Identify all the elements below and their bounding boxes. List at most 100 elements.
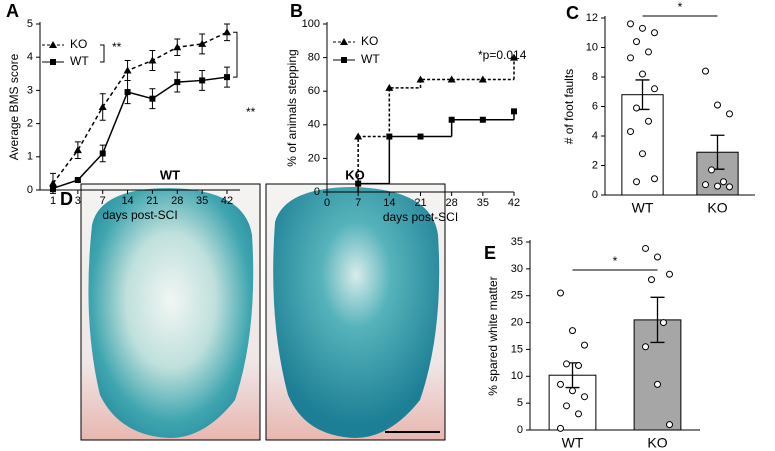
legend-label: WT	[70, 54, 89, 68]
marker	[148, 56, 157, 64]
legend-label: WT	[361, 52, 380, 66]
data-point	[702, 181, 709, 189]
y-axis-label: # of foot faults	[562, 69, 576, 144]
y-tick-label: 6	[592, 100, 598, 112]
y-tick-label: 10	[511, 370, 523, 382]
data-point	[581, 341, 588, 349]
y-tick-label: 4	[27, 51, 33, 63]
data-point	[654, 380, 661, 388]
marker	[223, 28, 231, 36]
annotation: *	[678, 0, 683, 14]
y-tick-label: 0	[517, 424, 523, 436]
x-tick-label: 0	[324, 197, 330, 209]
tissue	[273, 187, 440, 438]
series-line	[52, 76, 228, 190]
marker	[198, 39, 207, 47]
data-point	[581, 393, 588, 401]
data-point	[714, 182, 721, 190]
y-tick-label: 30	[511, 263, 523, 275]
series-line	[52, 31, 228, 184]
y-tick-label: 3	[27, 84, 33, 96]
marker	[416, 75, 425, 83]
x-tick-label: KO	[647, 435, 667, 451]
data-point	[639, 24, 646, 32]
y-tick-label: 4	[592, 130, 598, 142]
y-tick-label: 0	[592, 189, 598, 201]
marker	[417, 133, 424, 140]
bracket	[233, 31, 238, 78]
marker	[224, 74, 230, 81]
marker	[386, 133, 393, 140]
marker	[173, 43, 182, 51]
legend-label: KO	[361, 34, 378, 48]
marker	[510, 53, 518, 61]
step-line	[419, 78, 452, 88]
data-point	[726, 110, 733, 118]
bracket	[100, 44, 105, 63]
y-tick-label: 12	[586, 12, 598, 24]
x-tick-label: WT	[632, 200, 654, 216]
x-tick-label: 14	[121, 195, 133, 207]
marker	[199, 77, 206, 84]
marker	[99, 150, 106, 157]
data-point	[627, 20, 634, 28]
image-label: WT	[160, 167, 180, 182]
y-tick-label: 5	[27, 18, 33, 30]
x-tick-label: 28	[446, 197, 458, 209]
data-point	[726, 183, 733, 191]
data-point	[708, 166, 715, 174]
marker	[174, 79, 181, 86]
x-tick-label: KO	[707, 200, 727, 216]
data-point	[654, 253, 661, 261]
marker	[354, 132, 363, 140]
marker	[355, 180, 362, 187]
panel-d: D WT KO	[60, 167, 446, 441]
data-point	[557, 289, 564, 297]
data-point	[666, 270, 673, 278]
step-line	[388, 135, 421, 184]
y-tick-label: 40	[308, 119, 320, 131]
marker	[98, 103, 107, 110]
x-tick-label: 21	[414, 197, 426, 209]
panel-label: A	[6, 1, 19, 21]
y-tick-label: 20	[308, 152, 320, 164]
y-axis-label: % of animals stepping	[285, 49, 299, 166]
panel-label: B	[290, 1, 303, 21]
marker	[123, 66, 132, 74]
marker	[385, 83, 394, 91]
data-point	[714, 101, 721, 109]
x-tick-label: 35	[477, 197, 489, 209]
data-point	[569, 327, 576, 335]
x-tick-label: 42	[221, 195, 233, 207]
data-point	[651, 29, 658, 37]
data-point	[627, 54, 634, 62]
x-tick-label: 3	[75, 195, 81, 207]
x-tick-label: 42	[508, 197, 520, 209]
data-point	[563, 402, 570, 410]
x-tick-label: 35	[196, 195, 208, 207]
x-tick-label: 14	[383, 197, 395, 209]
x-tick-label: 28	[171, 195, 183, 207]
y-tick-label: 5	[517, 397, 523, 409]
data-point	[645, 117, 652, 125]
step-line	[450, 119, 483, 137]
y-tick-label: 0	[27, 184, 33, 196]
y-axis-label: % spared white matter	[486, 276, 500, 395]
x-axis-label: days post-SCI	[383, 210, 458, 224]
legend-label: KO	[70, 37, 87, 51]
legend-marker	[340, 38, 348, 45]
data-point	[633, 178, 640, 186]
x-tick-label: 7	[355, 197, 361, 209]
data-point	[642, 343, 649, 351]
y-tick-label: 35	[511, 236, 523, 248]
y-tick-label: 100	[302, 18, 320, 30]
marker	[73, 146, 82, 154]
panel-label: C	[566, 3, 579, 23]
y-tick-label: 60	[308, 85, 320, 97]
tissue	[88, 188, 254, 438]
annotation: *p=0.014	[478, 48, 527, 62]
marker	[478, 75, 487, 83]
data-point	[639, 70, 646, 78]
data-point	[651, 85, 658, 93]
data-point	[557, 380, 564, 388]
